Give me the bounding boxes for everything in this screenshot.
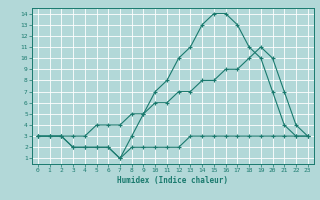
X-axis label: Humidex (Indice chaleur): Humidex (Indice chaleur)	[117, 176, 228, 185]
